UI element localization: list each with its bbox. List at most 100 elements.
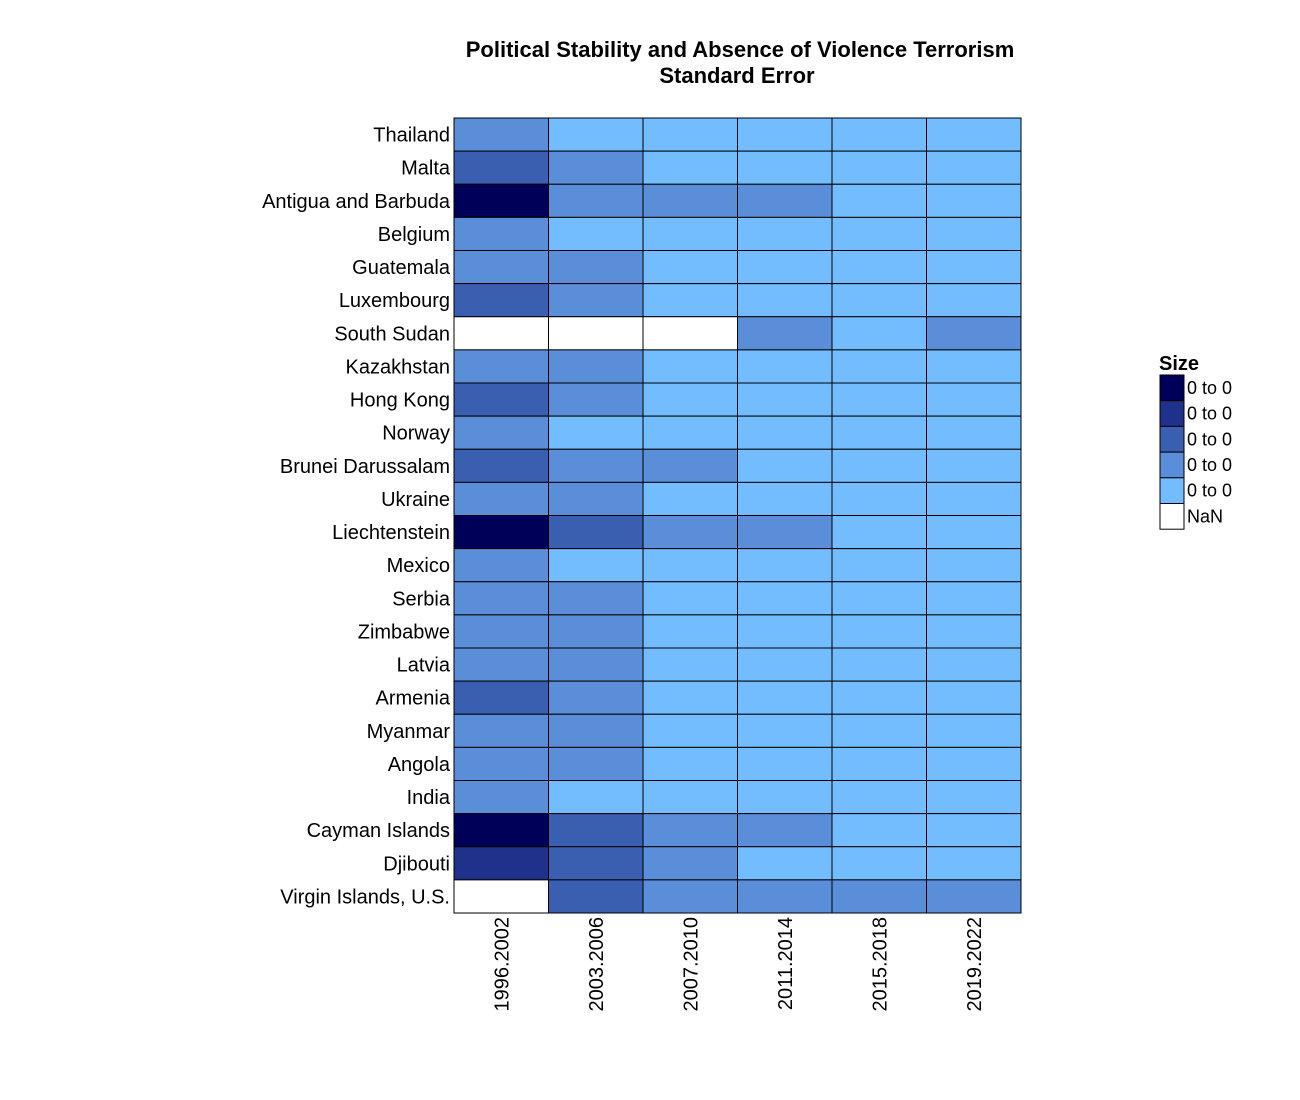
heatmap-cell <box>926 680 1022 715</box>
legend-swatch <box>1159 374 1185 402</box>
heatmap-cell <box>548 813 644 848</box>
legend-label: 0 to 0 <box>1187 429 1232 449</box>
heatmap-cell <box>453 415 549 450</box>
column-labels: 1996.2002 2003.2006 2007.2010 2011.2014 2015… <box>491 917 986 1012</box>
column-label: 2007.2010 <box>680 917 702 1012</box>
row-label: Myanmar <box>367 721 451 743</box>
heatmap-cell <box>737 150 833 185</box>
row-label: Djibouti <box>383 853 450 875</box>
legend-label: 0 to 0 <box>1187 455 1232 475</box>
heatmap-cell <box>831 713 927 748</box>
heatmap-cell <box>926 415 1022 450</box>
heatmap-cell <box>737 316 833 351</box>
heatmap-cell <box>831 216 927 252</box>
heatmap-cell <box>453 813 549 848</box>
heatmap-cell <box>642 349 738 384</box>
heatmap-cell <box>453 515 549 550</box>
heatmap-cell <box>737 713 833 748</box>
heatmap-cell <box>548 846 644 881</box>
heatmap-cell <box>737 349 833 384</box>
heatmap-cell <box>642 183 738 218</box>
heatmap-cell <box>453 250 549 285</box>
heatmap-cell <box>737 581 833 616</box>
heatmap-cell <box>642 216 738 252</box>
heatmap-cell <box>831 382 927 417</box>
heatmap-cell <box>926 713 1022 748</box>
heatmap-cell <box>548 183 644 218</box>
row-label: Latvia <box>397 655 451 677</box>
heatmap-cell <box>831 614 927 649</box>
heatmap-cell <box>453 780 549 815</box>
heatmap-cell <box>642 780 738 815</box>
heatmap-cell <box>737 448 833 483</box>
row-label: Cayman Islands <box>307 820 450 842</box>
chart-subtitle: Standard Error <box>659 63 815 88</box>
row-label: Luxembourg <box>339 290 450 312</box>
heatmap-cell <box>737 780 833 815</box>
heatmap-cell <box>831 183 927 218</box>
heatmap-cell <box>548 382 644 417</box>
heatmap-cell <box>831 481 927 517</box>
heatmap-cell <box>926 647 1022 682</box>
row-label: Mexico <box>387 555 450 577</box>
heatmap-cell <box>737 746 833 782</box>
heatmap-cell <box>737 680 833 715</box>
heatmap-cell <box>831 150 927 185</box>
row-label: Norway <box>382 423 450 445</box>
heatmap-cell <box>831 647 927 682</box>
column-label: 1996.2002 <box>491 917 513 1012</box>
heatmap-cell <box>548 216 644 252</box>
heatmap-cell <box>642 283 738 318</box>
legend: Size 0 to 0 0 to 0 0 to 0 0 to 0 0 to 0 NaN <box>1159 353 1232 530</box>
legend-label: 0 to 0 <box>1187 378 1232 398</box>
heatmap-cell <box>831 780 927 815</box>
column-label: 2003.2006 <box>586 917 608 1012</box>
row-label: Virgin Islands, U.S. <box>280 886 450 908</box>
row-label: Serbia <box>392 588 451 610</box>
row-label: Antigua and Barbuda <box>262 191 451 213</box>
heatmap-cell <box>453 879 549 914</box>
heatmap-cell <box>831 813 927 848</box>
heatmap-cell <box>831 250 927 285</box>
heatmap-cell <box>926 316 1022 351</box>
heatmap-cell <box>548 415 644 450</box>
heatmap-cell <box>453 647 549 682</box>
heatmap-cell <box>548 150 644 185</box>
heatmap-cell <box>831 515 927 550</box>
heatmap-cell <box>453 382 549 417</box>
heatmap-cell <box>453 283 549 318</box>
heatmap-cell <box>453 316 549 351</box>
heatmap-cell <box>453 117 549 152</box>
heatmap-cell <box>926 183 1022 218</box>
heatmap-cell <box>737 283 833 318</box>
legend-swatch <box>1159 477 1185 504</box>
heatmap-cell <box>737 382 833 417</box>
heatmap-cell <box>926 250 1022 285</box>
heatmap-cell <box>737 183 833 218</box>
heatmap-cell <box>926 117 1022 152</box>
row-label: Malta <box>401 158 451 180</box>
heatmap-cell <box>453 481 549 517</box>
heatmap-cell <box>642 647 738 682</box>
row-label: Belgium <box>378 224 450 246</box>
column-label: 2015.2018 <box>869 917 891 1012</box>
heatmap-cell <box>926 548 1022 583</box>
heatmap-cell <box>926 614 1022 649</box>
heatmap-cell <box>642 250 738 285</box>
legend-label: 0 to 0 <box>1187 481 1232 501</box>
heatmap-cell <box>737 846 833 881</box>
heatmap-cell <box>926 746 1022 782</box>
heatmap-cell <box>642 813 738 848</box>
heatmap-cell <box>548 515 644 550</box>
heatmap-cell <box>642 680 738 715</box>
heatmap-cell <box>642 316 738 351</box>
row-label: Kazakhstan <box>345 356 450 378</box>
heatmap-cell <box>737 813 833 848</box>
heatmap-cell <box>453 349 549 384</box>
heatmap-cell <box>831 349 927 384</box>
heatmap-cell <box>926 581 1022 616</box>
row-label: Thailand <box>373 125 450 147</box>
heatmap-cell <box>926 879 1022 914</box>
chart-title: Political Stability and Absence of Viole… <box>466 37 1015 62</box>
